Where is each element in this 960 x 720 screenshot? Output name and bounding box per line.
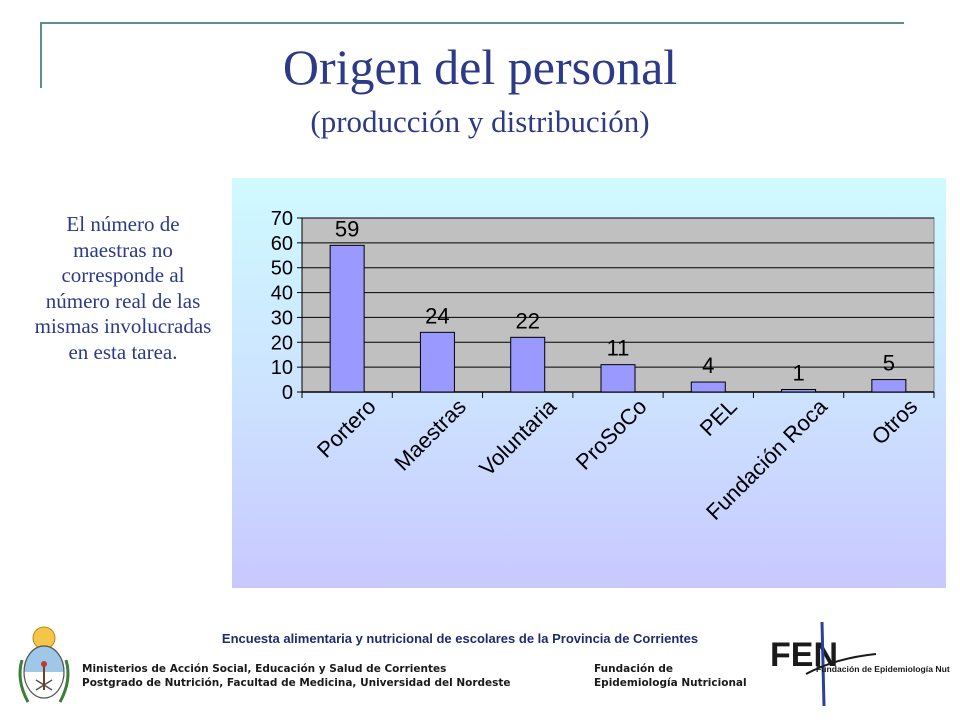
- footer-survey-title: Encuesta alimentaria y nutricional de es…: [221, 631, 699, 646]
- y-tick-label: 40: [271, 283, 293, 305]
- fen-logo-text: FEN: [770, 636, 838, 674]
- x-category-label: ProSoCo: [571, 394, 652, 475]
- top-rule: [40, 22, 904, 24]
- footer-ministries: Ministerios de Acción Social, Educación …: [82, 662, 552, 690]
- bar: [781, 389, 817, 393]
- argentina-seal-icon: [18, 626, 70, 703]
- fen-logo-subtext: Fundación de Epidemiología Nutricional: [816, 664, 950, 674]
- slide-note: El número de maestras no corresponde al …: [34, 212, 212, 365]
- y-tick-label: 70: [271, 208, 293, 230]
- slide-title: Origen del personal: [282, 39, 678, 95]
- bar: [871, 379, 907, 393]
- y-tick-label: 10: [271, 357, 293, 379]
- x-category-label: Voluntaria: [474, 393, 561, 480]
- y-tick-label: 60: [271, 233, 293, 255]
- bar: [690, 381, 726, 393]
- plot-area: [301, 217, 935, 393]
- bar: [419, 331, 455, 393]
- y-tick-label: 50: [271, 258, 293, 280]
- x-category-label: Otros: [867, 394, 923, 450]
- left-rule: [40, 22, 42, 88]
- data-label: 1: [792, 361, 804, 386]
- data-label: 11: [607, 336, 630, 361]
- fen-logo-icon: FEN Fundación de Epidemiología Nutricion…: [770, 621, 950, 707]
- data-label: 5: [883, 351, 895, 376]
- data-label: 22: [515, 308, 539, 333]
- bar: [510, 336, 546, 393]
- data-label: 59: [335, 216, 359, 241]
- bar: [329, 244, 365, 393]
- bar: [600, 364, 636, 393]
- footer-left-line2: Postgrado de Nutrición, Facultad de Medi…: [82, 677, 511, 689]
- footer-foundation: Fundación de Epidemiología Nutricional: [594, 662, 764, 690]
- x-category-label: PEL: [695, 394, 742, 441]
- y-tick-label: 20: [271, 332, 293, 354]
- footer-left-line1: Ministerios de Acción Social, Educación …: [82, 663, 447, 675]
- y-tick-label: 30: [271, 307, 293, 329]
- y-tick-label: 0: [282, 382, 293, 404]
- footer-right-line2: Epidemiología Nutricional: [594, 677, 747, 689]
- data-label: 4: [702, 353, 714, 378]
- x-category-label: Maestras: [389, 394, 471, 476]
- slide-subtitle: (producción y distribución): [310, 104, 650, 139]
- data-label: 24: [425, 303, 449, 328]
- footer-right-line1: Fundación de: [594, 663, 674, 675]
- x-category-label: Portero: [312, 394, 381, 463]
- chart-panel: 0 10 20 30 40 50 60 70 59 24 22 11 4 1 5 Portero Maestra…: [232, 178, 946, 588]
